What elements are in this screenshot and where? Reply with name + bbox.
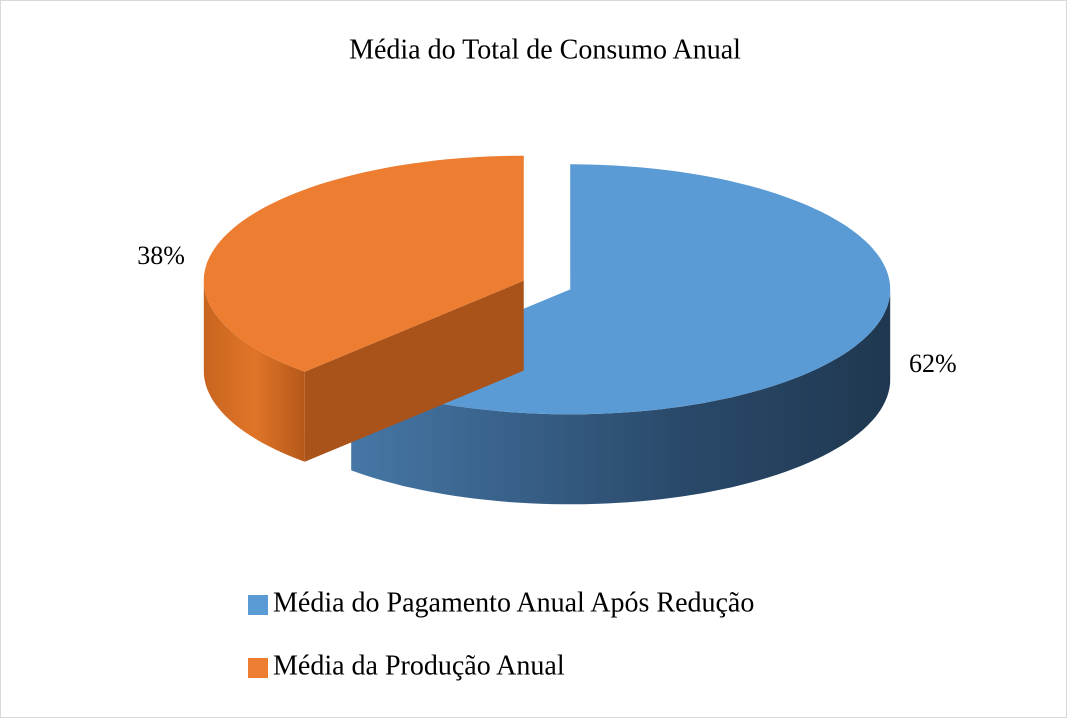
slice-wall	[203, 280, 305, 462]
legend-swatch	[248, 595, 268, 615]
legend-label: Média da Produção Anual	[273, 650, 565, 681]
slice-wall	[351, 289, 891, 505]
data-label: 38%	[137, 241, 185, 270]
slice-face	[304, 280, 524, 462]
data-label: 62%	[909, 349, 957, 378]
slice-top	[203, 155, 524, 372]
legend-swatch	[248, 658, 268, 678]
chart-title: Média do Total de Consumo Anual	[349, 34, 741, 65]
legend-label: Média do Pagamento Anual Após Redução	[273, 587, 754, 618]
